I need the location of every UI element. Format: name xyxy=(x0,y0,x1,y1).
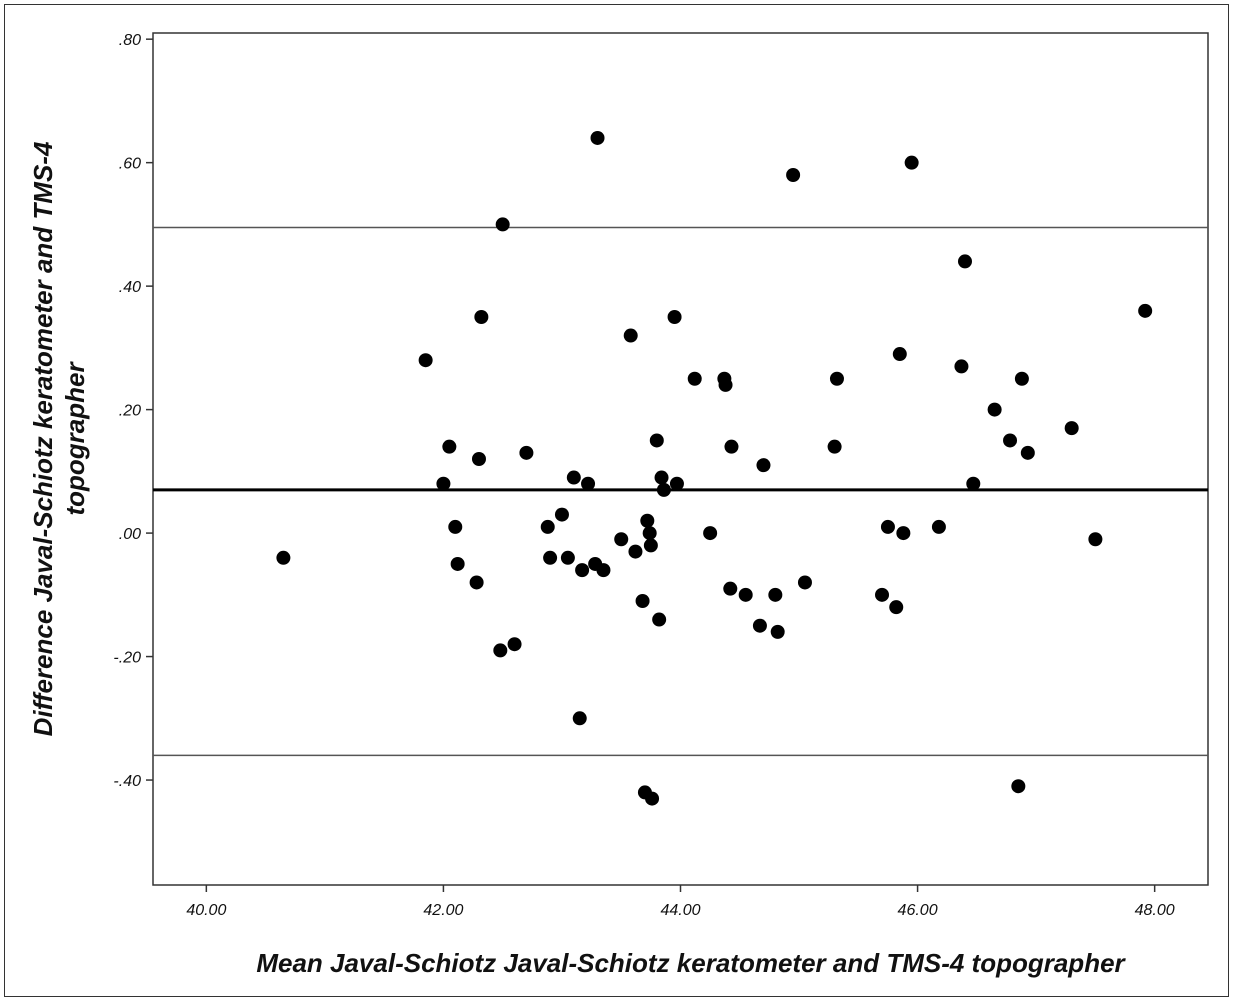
data-point xyxy=(667,310,682,324)
data-point xyxy=(442,439,457,454)
data-point xyxy=(723,581,738,596)
data-point xyxy=(703,526,718,541)
data-point xyxy=(827,439,842,454)
y-tick-label: .20 xyxy=(119,403,141,420)
y-tick-label: .80 xyxy=(119,32,141,49)
data-point xyxy=(519,445,534,460)
y-tick-label: .40 xyxy=(119,279,141,296)
y-axis-ticks: .80 .60 .40 .20 .00 -.20 -.40 xyxy=(113,32,153,790)
data-point xyxy=(880,519,895,534)
data-point xyxy=(495,217,510,232)
data-point xyxy=(797,575,812,590)
data-point xyxy=(450,556,465,571)
data-point xyxy=(768,587,783,602)
data-point xyxy=(954,359,969,374)
data-point xyxy=(614,532,629,547)
data-point xyxy=(543,550,558,565)
data-point xyxy=(875,587,890,602)
y-tick-label: .00 xyxy=(119,526,141,543)
y-axis-title-line2: topographer xyxy=(60,361,90,516)
x-tick-label: 46.00 xyxy=(898,902,938,919)
data-point xyxy=(1014,371,1029,386)
data-point xyxy=(575,563,590,578)
data-point xyxy=(640,513,655,528)
data-point xyxy=(656,482,671,497)
data-point xyxy=(1011,779,1026,794)
data-point xyxy=(507,637,522,652)
y-axis-title-line1: Difference Javal-Schiotz keratometer and… xyxy=(28,141,58,736)
x-axis-title: Mean Javal-Schiotz Javal-Schiotz keratom… xyxy=(256,948,1126,978)
data-point xyxy=(1020,445,1035,460)
data-point xyxy=(1088,532,1103,547)
data-point xyxy=(590,130,605,145)
data-point xyxy=(786,168,801,182)
data-point xyxy=(770,624,785,639)
data-point xyxy=(628,544,643,559)
data-point xyxy=(581,476,596,491)
data-point xyxy=(987,402,1002,417)
data-point xyxy=(642,526,657,541)
data-point xyxy=(687,371,702,386)
data-point xyxy=(436,476,451,491)
data-point xyxy=(572,711,587,726)
x-tick-label: 48.00 xyxy=(1135,902,1175,919)
data-point xyxy=(474,310,489,324)
data-point xyxy=(756,458,771,473)
y-tick-label: -.40 xyxy=(113,773,141,790)
data-point xyxy=(471,452,486,466)
data-point xyxy=(752,618,767,633)
data-point xyxy=(957,254,972,269)
data-point xyxy=(829,371,844,386)
data-point xyxy=(448,519,463,534)
data-point xyxy=(896,526,911,541)
data-point xyxy=(724,439,739,454)
x-tick-label: 40.00 xyxy=(186,902,226,919)
x-axis-ticks: 40.00 42.00 44.00 46.00 48.00 xyxy=(186,885,1175,919)
data-point xyxy=(540,519,555,534)
data-point xyxy=(1003,433,1018,448)
data-point xyxy=(1138,303,1153,318)
data-point xyxy=(966,476,981,491)
data-point xyxy=(596,563,611,578)
data-point xyxy=(643,538,658,553)
data-point xyxy=(669,476,684,491)
data-point xyxy=(276,550,291,565)
reference-lines xyxy=(153,226,1208,757)
data-point xyxy=(493,643,508,658)
data-point xyxy=(635,594,650,608)
figure-frame xyxy=(4,4,1229,997)
data-point xyxy=(931,519,946,534)
y-tick-label: -.20 xyxy=(113,650,141,667)
y-tick-label: .60 xyxy=(119,156,141,173)
data-point xyxy=(904,155,919,170)
data-point xyxy=(554,507,569,522)
data-point xyxy=(718,377,733,392)
data-point xyxy=(892,347,907,362)
data-point xyxy=(652,612,667,627)
data-point xyxy=(560,550,575,565)
data-point xyxy=(1064,421,1079,436)
data-point xyxy=(645,791,660,806)
data-point xyxy=(623,328,638,343)
data-point xyxy=(469,575,484,590)
data-point xyxy=(649,433,664,448)
data-point xyxy=(566,470,581,485)
data-point xyxy=(738,587,753,602)
data-point xyxy=(889,600,904,615)
data-points xyxy=(276,130,1153,806)
x-tick-label: 44.00 xyxy=(660,902,700,919)
plot-area xyxy=(152,32,1209,886)
data-point xyxy=(418,353,433,368)
data-point xyxy=(654,470,669,485)
x-tick-label: 42.00 xyxy=(423,902,463,919)
